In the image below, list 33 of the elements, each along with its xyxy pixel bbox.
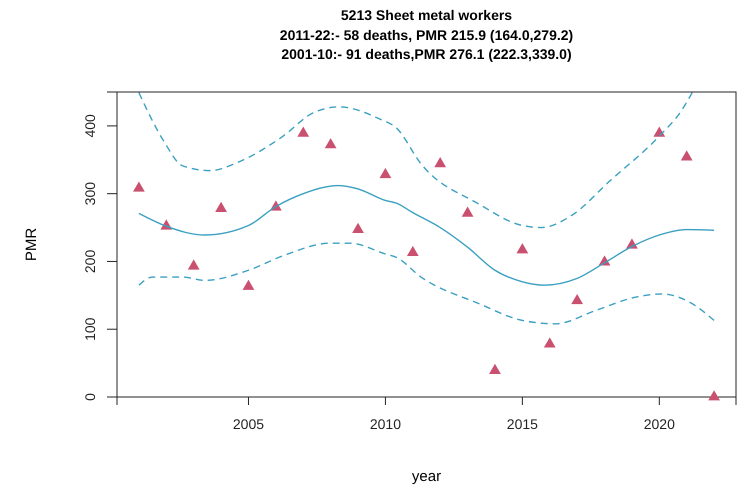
x-axis-title: year (412, 468, 442, 485)
point (571, 294, 584, 304)
chart-title: 5213 Sheet metal workers (340, 7, 512, 23)
x-tick-label: 2015 (506, 416, 538, 432)
point (215, 202, 227, 212)
point (406, 246, 419, 256)
point (352, 222, 364, 233)
line-series (138, 242, 715, 324)
y-tick-label: 100 (82, 317, 98, 341)
point (462, 206, 474, 217)
point (434, 157, 446, 168)
line-series (138, 92, 693, 228)
point (242, 280, 254, 290)
point (680, 150, 693, 160)
chart-subtitle: 2011-22:- 58 deaths, PMR 215.9 (164.0,279.2) 2001-10:- 91 deaths,PMR 276.1 (222.3,339.0) (280, 27, 574, 62)
point (133, 181, 145, 192)
y-axis-title: PMR (23, 228, 40, 262)
point (297, 126, 310, 137)
point (489, 364, 501, 374)
y-tick-label: 400 (82, 114, 98, 138)
point (380, 168, 392, 178)
point (188, 259, 200, 270)
y-tick-label: 200 (82, 250, 98, 274)
x-tick-label: 2020 (644, 416, 676, 432)
point (708, 390, 720, 400)
point (516, 243, 528, 254)
x-tick-label: 2010 (370, 416, 402, 432)
y-tick-label: 300 (82, 182, 98, 206)
line-series (138, 184, 715, 286)
x-tick-label: 2005 (232, 416, 264, 432)
y-tick-label: 0 (82, 392, 98, 401)
point (324, 138, 337, 148)
point (544, 337, 556, 348)
